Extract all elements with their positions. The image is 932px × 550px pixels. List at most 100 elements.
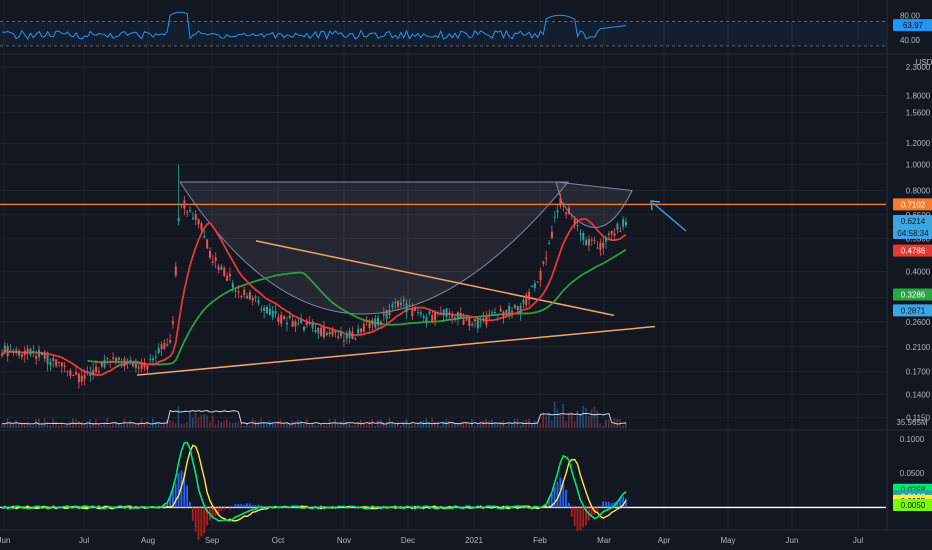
volume-bar xyxy=(428,422,430,428)
candle-body xyxy=(539,270,542,280)
volume-bar xyxy=(223,421,225,428)
volume-bar xyxy=(248,425,251,428)
volume-bar xyxy=(371,419,374,428)
candle-body xyxy=(55,359,58,367)
candle-body xyxy=(26,348,29,354)
candle-body xyxy=(166,344,169,346)
candle-body xyxy=(428,311,431,314)
candle-body xyxy=(553,216,556,218)
candle-body xyxy=(63,365,66,367)
macd-hist-bar xyxy=(200,507,203,537)
candle-body xyxy=(29,348,32,355)
candle-body xyxy=(194,214,197,220)
candle-body xyxy=(493,311,496,313)
candle-body xyxy=(294,321,297,327)
volume-bar xyxy=(556,409,559,428)
candle-body xyxy=(613,233,616,236)
volume-bar xyxy=(590,409,593,428)
macd-hist-bar xyxy=(610,503,613,508)
candle-body xyxy=(334,330,337,333)
volume-bar xyxy=(146,421,148,428)
candle-body xyxy=(488,314,491,316)
volume-bar xyxy=(97,422,100,428)
volume-bar xyxy=(214,424,217,428)
candle-body xyxy=(15,349,18,353)
volume-bar xyxy=(605,419,607,428)
volume-bar xyxy=(622,425,624,428)
candle-body xyxy=(582,233,585,240)
candle-body xyxy=(454,317,457,320)
macd-hist-bar xyxy=(177,473,180,508)
candle-body xyxy=(439,312,442,315)
candle-body xyxy=(72,375,75,377)
candle-body xyxy=(559,197,562,206)
candle-body xyxy=(374,318,377,328)
volume-bar xyxy=(280,419,282,428)
candle-body xyxy=(394,302,397,304)
volume-bar xyxy=(308,424,311,428)
macd-hist-bar xyxy=(568,502,570,508)
volume-bar xyxy=(57,425,60,428)
volume-bar xyxy=(49,425,52,428)
volume-bar xyxy=(191,417,194,428)
candle-body xyxy=(220,266,223,270)
candle-body xyxy=(189,210,192,212)
volume-bar xyxy=(189,411,191,428)
x-tick-label: Dec xyxy=(401,536,415,545)
volume-bar xyxy=(177,406,180,428)
badge-countdown-bg xyxy=(893,227,932,240)
candle-body xyxy=(123,359,126,367)
rsi-tick-label: 80.00 xyxy=(900,11,921,20)
volume-bar xyxy=(154,421,157,428)
volume-bar xyxy=(237,421,240,428)
volume-bar xyxy=(32,425,34,428)
candle-body xyxy=(283,316,286,320)
macd-hist-bar xyxy=(622,496,624,508)
candle-body xyxy=(160,344,163,350)
volume-bar xyxy=(436,421,439,428)
volume-bar xyxy=(519,424,522,428)
volume-bar xyxy=(548,412,550,428)
macd-line xyxy=(1,441,627,522)
candle-body xyxy=(502,311,505,317)
candle-body xyxy=(6,346,9,356)
macd-hist-bar xyxy=(237,504,240,508)
candle-body xyxy=(23,350,26,356)
volume-bar xyxy=(434,421,436,428)
candle-body xyxy=(579,232,582,235)
volume-bar xyxy=(379,419,382,428)
volume-bar xyxy=(265,422,268,428)
volume-bar xyxy=(362,423,365,428)
volume-bar xyxy=(40,423,43,428)
rsi-tick-label: 40.00 xyxy=(900,36,921,45)
candle-body xyxy=(508,305,511,315)
annotation-arrow xyxy=(652,202,687,232)
volume-bar xyxy=(294,422,297,428)
volume-bar xyxy=(123,419,126,428)
macd-tick-label: 0.1000 xyxy=(900,435,925,444)
candle-body xyxy=(431,315,434,322)
candle-body xyxy=(149,358,152,360)
volume-bar xyxy=(573,421,576,428)
candle-body xyxy=(223,267,226,276)
macd-hist-bar xyxy=(240,504,243,508)
candle-body xyxy=(525,294,528,306)
candle-body xyxy=(240,296,243,298)
candle-body xyxy=(69,370,72,376)
x-tick-label: Mar xyxy=(597,536,611,545)
volume-bar xyxy=(243,425,245,428)
price-tick-label: 0.8000 xyxy=(906,186,931,195)
rsi-band xyxy=(0,21,886,46)
volume-bar xyxy=(285,422,288,428)
macd-hist-bar xyxy=(251,505,254,508)
candle-body xyxy=(602,242,605,248)
candle-body xyxy=(320,327,323,336)
volume-bar xyxy=(439,425,442,428)
macd-hist-bar xyxy=(616,500,619,508)
volume-bar xyxy=(26,421,29,428)
volume-bar xyxy=(596,410,599,428)
badge-macd-4: 0.0050 xyxy=(901,501,926,510)
volume-bar xyxy=(297,419,299,428)
volume-bar xyxy=(134,424,137,428)
